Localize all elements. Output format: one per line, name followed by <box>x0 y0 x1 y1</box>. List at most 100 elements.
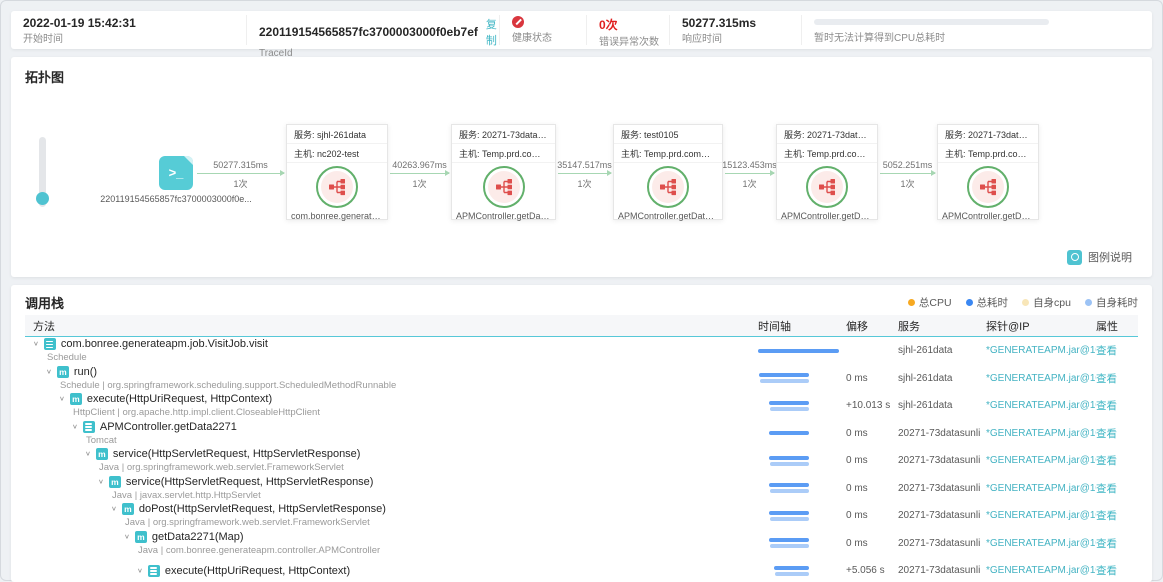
view-attributes-link[interactable]: 查看 <box>1096 453 1117 468</box>
total-time-bar <box>769 456 809 460</box>
legend-item-label: 自身cpu <box>1033 295 1071 310</box>
collapse-chevron-icon[interactable]: ∨ <box>137 568 143 574</box>
legend-icon <box>1067 250 1082 265</box>
collapse-chevron-icon[interactable]: ∨ <box>33 341 39 347</box>
offset-value: 0 ms <box>846 420 898 448</box>
probe-ip-link[interactable]: *GENERATEAPM.jar@10.241.3.204 <box>986 420 1096 448</box>
view-attributes-link[interactable]: 查看 <box>1096 371 1117 386</box>
zoom-slider[interactable] <box>39 137 46 207</box>
callstack-row[interactable]: ∨ m service(HttpServletRequest, HttpServ… <box>25 447 1138 475</box>
view-attributes-link[interactable]: 查看 <box>1096 563 1117 578</box>
start-time-stat: 2022-01-19 15:42:31 开始时间 <box>11 15 246 45</box>
timeline-cell <box>758 557 846 582</box>
legend-item: 总CPU <box>908 295 952 310</box>
topology-node-card[interactable]: 服务: sjhl-261data 主机: nc202-test <box>286 124 388 220</box>
method-type-icon: m <box>96 448 108 460</box>
probe-ip-link[interactable]: *GENERATEAPM.jar@10.241.3.204 <box>986 447 1096 475</box>
legend-dot-icon <box>966 299 973 306</box>
callstack-row[interactable]: ∨ m doPost(HttpServletRequest, HttpServl… <box>25 502 1138 530</box>
zoom-slider-handle[interactable] <box>36 192 49 205</box>
method-name: service(HttpServletRequest, HttpServletR… <box>126 476 374 488</box>
cpu-progress-bar <box>814 19 1049 25</box>
topology-node-card[interactable]: 服务: 20271-73datasunli 主机: Temp.prd.comm.… <box>451 124 556 220</box>
topology-node-card[interactable]: 服务: 20271-73datasunli 主机: Temp.prd.comm.… <box>776 124 878 220</box>
topology-node-card[interactable]: 服务: 20271-73datasunli 主机: Temp.prd.comm.… <box>937 124 1039 220</box>
edge-count: 1次 <box>412 177 426 190</box>
probe-ip-link[interactable]: *GENERATEAPM.jar@10.241.3.204 <box>986 475 1096 503</box>
service-name: 20271-73datasunli <box>898 475 986 503</box>
probe-ip-link[interactable]: *GENERATEAPM.jar@10.241.3.204 <box>986 502 1096 530</box>
node-circle[interactable] <box>647 166 689 208</box>
service-name: sjhl-261data <box>898 365 986 393</box>
total-time-bar <box>769 538 809 542</box>
callstack-row[interactable]: ∨ com.bonree.generateapm.job.VisitJob.vi… <box>25 337 1138 365</box>
self-time-bar <box>775 572 809 576</box>
collapse-chevron-icon[interactable]: ∨ <box>98 479 104 485</box>
probe-ip-link[interactable]: *GENERATEAPM.jar@10.241.3.204 <box>986 530 1096 558</box>
probe-ip-link[interactable]: *GENERATEAPM.jar@10.241.3.202 <box>986 365 1096 393</box>
collapse-chevron-icon[interactable]: ∨ <box>46 369 52 375</box>
total-time-bar <box>769 483 809 487</box>
legend-help-button[interactable]: 图例说明 <box>1067 249 1132 265</box>
legend-dot-icon <box>1022 299 1029 306</box>
collapse-chevron-icon[interactable]: ∨ <box>59 396 65 402</box>
collapse-chevron-icon[interactable]: ∨ <box>111 506 117 512</box>
node-service: 服务: 20271-73datasunli <box>777 125 877 144</box>
probe-ip-link[interactable]: *GENERATEAPM.jar@10.241.3.202 <box>986 337 1096 365</box>
node-method: APMController.getData2291 <box>614 210 722 221</box>
node-circle[interactable] <box>483 166 525 208</box>
callstack-panel: 调用栈 总CPU 总耗时 自身cpu 自身耗时 方法 时间轴 偏移 服务 探针@… <box>11 285 1152 582</box>
edge-count: 1次 <box>233 177 247 190</box>
legend-item-label: 总CPU <box>919 295 952 310</box>
view-attributes-link[interactable]: 查看 <box>1096 536 1117 551</box>
self-time-bar <box>760 379 809 383</box>
probe-ip-link[interactable]: *GENERATEAPM.jar@10.241.3.204 <box>986 557 1096 582</box>
method-detail: Java | org.springframework.web.servlet.F… <box>99 462 758 473</box>
node-circle[interactable] <box>967 166 1009 208</box>
callstack-row[interactable]: ∨ m getData2271(Map) Java | com.bonree.g… <box>25 530 1138 558</box>
node-circle[interactable] <box>806 166 848 208</box>
edge-arrow-line <box>558 173 611 174</box>
probe-ip-link[interactable]: *GENERATEAPM.jar@10.241.3.202 <box>986 392 1096 420</box>
callstack-row[interactable]: ∨ execute(HttpUriRequest, HttpContext) +… <box>25 557 1138 582</box>
self-time-bar <box>770 544 809 548</box>
node-service: 服务: sjhl-261data <box>287 125 387 144</box>
collapse-chevron-icon[interactable]: ∨ <box>124 534 130 540</box>
callstack-row[interactable]: ∨ m execute(HttpUriRequest, HttpContext)… <box>25 392 1138 420</box>
view-attributes-link[interactable]: 查看 <box>1096 426 1117 441</box>
health-label: 健康状态 <box>512 29 574 44</box>
callstack-row[interactable]: ∨ m run() Schedule | org.springframework… <box>25 365 1138 393</box>
offset-value <box>846 337 898 365</box>
edge-count: 1次 <box>900 177 914 190</box>
col-service: 服务 <box>898 318 986 334</box>
callstack-legend: 总CPU 总耗时 自身cpu 自身耗时 <box>908 295 1138 310</box>
trace-root-icon[interactable]: >_ <box>159 156 193 190</box>
node-method: APMController.getData2271 <box>452 210 555 221</box>
copy-trace-id-button[interactable]: 复制 <box>486 16 497 48</box>
legend-item-label: 总耗时 <box>977 295 1009 310</box>
collapse-chevron-icon[interactable]: ∨ <box>72 424 78 430</box>
topology-node-card[interactable]: 服务: test0105 主机: Temp.prd.comm.vm.by.idc… <box>613 124 723 220</box>
view-attributes-link[interactable]: 查看 <box>1096 481 1117 496</box>
callstack-row[interactable]: ∨ APMController.getData2271 Tomcat 0 ms … <box>25 420 1138 448</box>
method-detail: Java | javax.servlet.http.HttpServlet <box>112 490 758 501</box>
offset-value: 0 ms <box>846 475 898 503</box>
view-attributes-link[interactable]: 查看 <box>1096 398 1117 413</box>
collapse-chevron-icon[interactable]: ∨ <box>85 451 91 457</box>
method-name: execute(HttpUriRequest, HttpContext) <box>87 393 272 405</box>
edge-duration: 5052.251ms <box>883 160 933 170</box>
edge-duration: 15123.453ms <box>722 160 777 170</box>
legend-dot-icon <box>1085 299 1092 306</box>
view-attributes-link[interactable]: 查看 <box>1096 343 1117 358</box>
topology-panel: 拓扑图 >_ 220119154565857fc3700003000f0e...… <box>11 57 1152 277</box>
node-host: 主机: Temp.prd.comm.vm.by.idc.b... <box>938 144 1038 163</box>
node-circle[interactable] <box>316 166 358 208</box>
edge-count: 1次 <box>742 177 756 190</box>
view-attributes-link[interactable]: 查看 <box>1096 508 1117 523</box>
method-type-icon: m <box>135 531 147 543</box>
self-time-bar <box>770 462 809 466</box>
self-time-bar <box>770 517 809 521</box>
callstack-row[interactable]: ∨ m service(HttpServletRequest, HttpServ… <box>25 475 1138 503</box>
edge-count: 1次 <box>577 177 591 190</box>
timeline-cell <box>758 530 846 558</box>
